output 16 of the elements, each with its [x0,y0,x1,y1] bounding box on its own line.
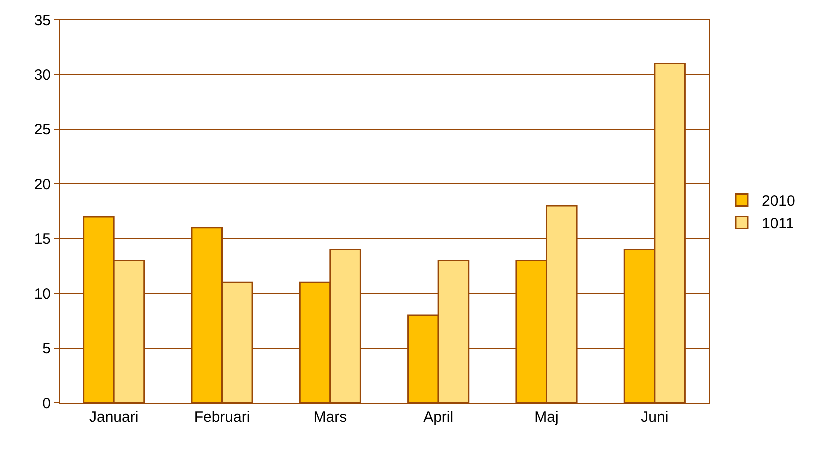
x-tick-label: April [424,409,454,426]
y-tick-label: 5 [42,340,51,358]
y-tick-label: 35 [34,12,51,30]
x-tick-label: Februari [194,409,250,426]
x-tick-label: Maj [534,409,559,426]
y-tick-label: 30 [34,66,51,84]
x-tick-label: Mars [314,409,348,426]
x-tick-label: Januari [89,409,139,426]
y-tick-label: 10 [34,286,51,303]
x-tick-label: Juni [641,409,669,426]
legend-label: 2010 [762,193,796,210]
y-tick-label: 15 [34,231,51,248]
y-tick-label: 25 [34,122,51,139]
y-tick-label: 0 [42,395,51,412]
y-tick-label: 20 [34,176,51,194]
legend-label: 1011 [762,216,794,233]
